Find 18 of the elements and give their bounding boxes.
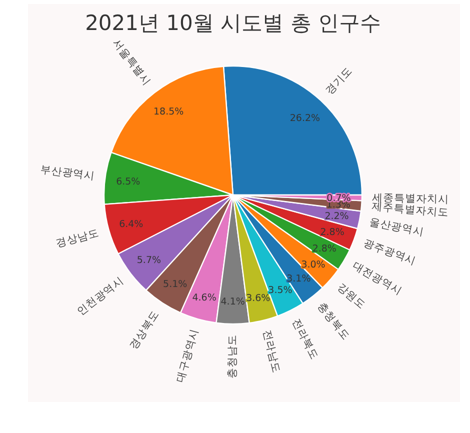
data-label: 3.0% [301, 259, 326, 270]
slice-label: 부산광역시 [40, 163, 96, 183]
data-label: 3.1% [286, 273, 311, 284]
data-label: 5.1% [163, 279, 188, 290]
data-label: 2.2% [324, 210, 349, 222]
data-label: 4.6% [192, 292, 216, 304]
slice-label: 전라남도 [260, 328, 283, 374]
data-label: 4.1% [220, 296, 245, 308]
data-label: 18.5% [154, 106, 184, 118]
data-label: 5.7% [136, 254, 162, 266]
data-label: 2.8% [320, 226, 344, 238]
data-label: 26.2% [290, 112, 320, 124]
chart-title: 2021년 10월 시도별 총 인구수 [85, 11, 381, 35]
data-label: 2.8% [312, 244, 336, 255]
slice-label: 충청남도 [226, 334, 239, 378]
data-label: 6.5% [116, 176, 140, 188]
data-label: 3.5% [268, 285, 292, 296]
data-label: 6.4% [119, 219, 144, 230]
